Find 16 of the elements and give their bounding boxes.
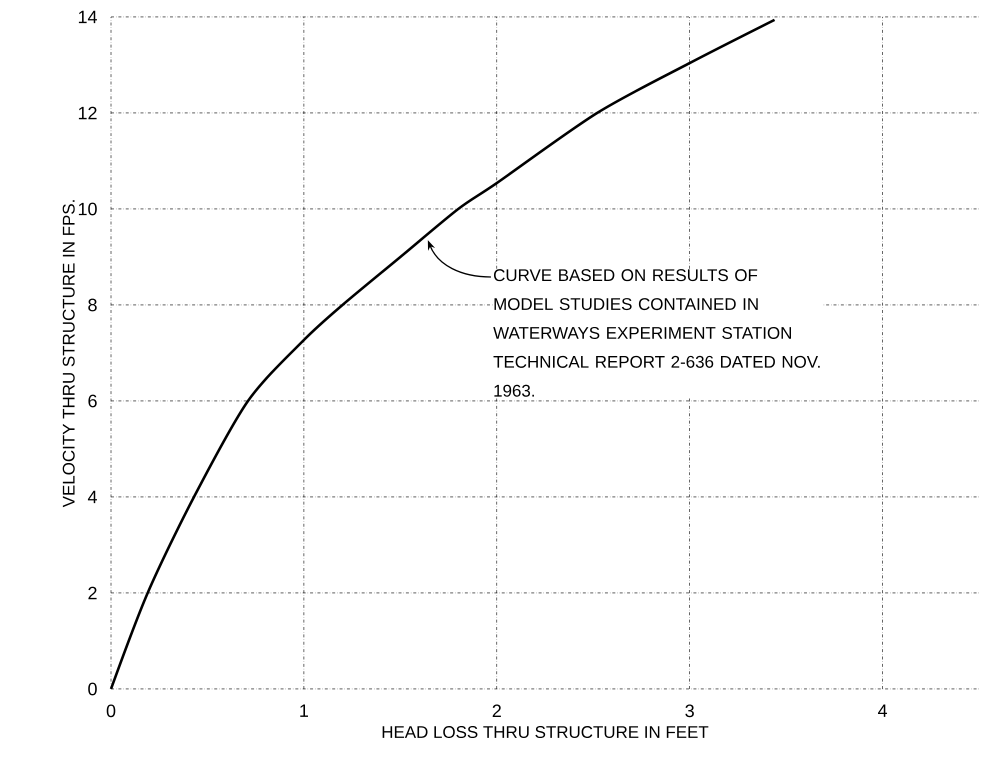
y-tick-label: 12 [78, 106, 97, 120]
y-tick-label: 8 [88, 298, 97, 312]
x-tick-label: 1 [300, 704, 308, 717]
y-axis-title: VELOCITY THRU STRUCTURE IN FPS. [62, 200, 75, 508]
y-tick-label: 2 [88, 586, 97, 600]
y-tick-label: 6 [88, 394, 97, 408]
y-tick-label: 10 [78, 202, 97, 216]
y-tick-label: 0 [88, 682, 97, 696]
x-axis-title: HEAD LOSS THRU STRUCTURE IN FEET [382, 726, 708, 738]
x-tick-label: 4 [878, 704, 888, 717]
x-tick-label: 3 [685, 704, 694, 718]
y-tick-label: 14 [78, 10, 97, 24]
x-tick-label: 2 [492, 704, 501, 718]
annotation: CURVE BASED ON RESULTS OF MODEL STUDIES CONTAINED IN WATERWAYS EXPERIMENT STATION TECHNICAL REPORT 2-636 DATED NOV. 1963. [493, 269, 820, 397]
x-tick-label: 0 [106, 704, 116, 718]
y-tick-label: 4 [88, 490, 97, 504]
